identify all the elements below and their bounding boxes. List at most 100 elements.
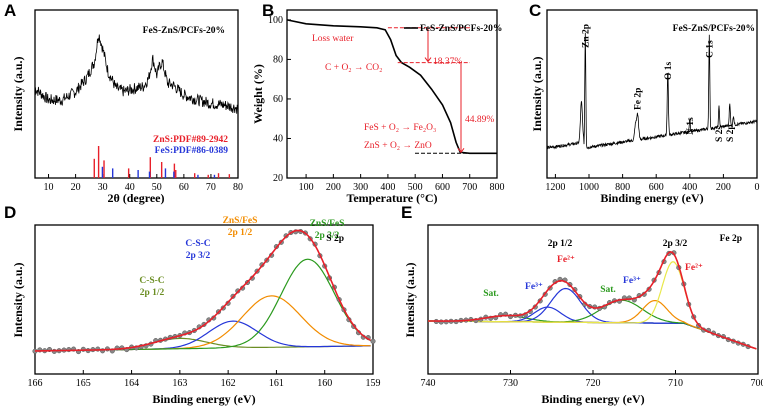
panel-b-step1-arrowhead	[424, 57, 432, 63]
panel-e-label-fe3: Fe³⁺	[623, 276, 641, 286]
panel-a-ref-zns: ZnS:PDF#89-2942	[153, 135, 228, 145]
panel-d-xtick-label: 166	[28, 378, 43, 389]
panel-d-legend: S 2p	[326, 234, 344, 244]
panel-c-xlabel: Binding energy (eV)	[600, 191, 703, 205]
panel-a-legend: FeS-ZnS/PCFs-20%	[143, 26, 225, 36]
panel-e-xtick-label: 720	[586, 378, 601, 389]
panel-b-xlabel: Temperature (°C)	[346, 191, 437, 205]
panel-b-xtick-label: 300	[353, 182, 368, 193]
panel-b-xtick-label: 600	[435, 182, 450, 193]
panel-e-component-curve	[428, 261, 757, 350]
panel-e-frame	[427, 224, 759, 375]
panel-a-xtick-label: 50	[152, 182, 162, 193]
panel-a-xtick-label: 60	[179, 182, 189, 193]
panel-letter-e: E	[401, 203, 412, 222]
panel-d-xtick-label: 159	[366, 378, 381, 389]
panel-e-label-sat: Sat.	[483, 289, 499, 299]
panel-c-peak-label: O 1s	[664, 61, 674, 80]
panel-d-ylabel: Intensity (a.u.)	[11, 262, 25, 337]
panel-c-peak-label: S 2s	[715, 126, 725, 142]
panel-b-carbon-reaction: C + O₂ → CO₂	[325, 63, 382, 73]
panel-letter-a: A	[4, 1, 16, 20]
panel-a-frame	[34, 9, 239, 179]
panel-d-component-label: ZnS/FeS	[223, 216, 258, 226]
panel-d-envelope	[35, 229, 371, 352]
panel-a-xtick-label: 70	[206, 182, 216, 193]
panel-b-xtick-label: 200	[326, 182, 341, 193]
panel-e-xtick-label: 700	[751, 378, 763, 389]
panel-a-xtick-label: 10	[44, 182, 54, 193]
panel-d-data-point	[370, 338, 376, 344]
panel-a-xtick-label: 80	[233, 182, 243, 193]
panel-c-frame	[546, 9, 758, 179]
panel-e-xtick-label: 710	[668, 378, 683, 389]
panel-e-label-fe2: Fe²⁺	[685, 263, 703, 273]
panel-c-survey-spectrum	[546, 32, 758, 150]
panel-d-xtick-label: 165	[76, 378, 91, 389]
panel-d-frame	[34, 224, 374, 375]
panel-b-legend: FeS-ZnS/PCFs-20%	[420, 24, 502, 34]
panel-e-xlabel: Binding energy (eV)	[541, 392, 644, 406]
panel-b-weight-curve	[286, 19, 497, 155]
panel-e-fe2p: 740 730 720 710 700 2p 1/2 2p 3/2 Sat. Sat. Fe³⁺…	[403, 224, 763, 406]
panel-c-peak-label: Zn 2p	[581, 24, 591, 48]
panel-d-component-sublabel: 2p 1/2	[228, 228, 253, 238]
panel-e-label-2p32: 2p 3/2	[663, 239, 688, 249]
panel-e-label-2p12: 2p 1/2	[548, 239, 573, 249]
panel-d-component-curve	[35, 258, 371, 352]
panel-c-xtick-label: 0	[755, 182, 760, 193]
panel-b-zns-reaction: ZnS + O₂ → ZnO	[364, 141, 432, 151]
panel-d-component-label: ZnS/FeS	[310, 219, 345, 229]
panel-letter-c: C	[529, 1, 541, 20]
panel-c-peak-label: N 1s	[686, 117, 696, 135]
panel-c-xtick-label: 1200	[545, 182, 565, 193]
panel-e-legend: Fe 2p	[720, 234, 742, 244]
panel-b-xtick-label: 700	[462, 182, 477, 193]
panel-c-peak-label: Fe 2p	[634, 88, 644, 110]
panel-c-xtick-label: 200	[716, 182, 731, 193]
panel-c-xps-survey: 1200 1000 800 600 400 200 0 Zn 2p Fe 2p O 1s C 1s…	[530, 9, 760, 205]
panel-d-component-label: C-S-C	[139, 276, 164, 286]
panel-d-xtick-label: 163	[172, 378, 187, 389]
panel-e-xtick-label: 730	[503, 378, 518, 389]
panel-a-xtick-label: 30	[98, 182, 108, 193]
panel-a-xtick-label: 20	[71, 182, 81, 193]
panel-b-ylabel: Weight (%)	[251, 64, 265, 124]
panel-d-component-label: C-S-C	[185, 239, 210, 249]
panel-c-peak-label: C 1s	[705, 40, 715, 58]
panel-b-ytick-label: 40	[273, 133, 283, 144]
panel-a-xrd: 10 20 30 40 50 60 70 80 FeS-ZnS/PCFs-20% ZnS:PD…	[11, 9, 243, 205]
panel-d-xtick-label: 164	[124, 378, 139, 389]
panel-e-envelope	[428, 250, 757, 350]
panel-b-tga: 100 200 300 400 500 600 700 800 20 40 60 80 100 Loss…	[251, 9, 505, 205]
panel-d-xlabel: Binding energy (eV)	[152, 392, 255, 406]
panel-d-xtick-label: 161	[269, 378, 284, 389]
panel-b-ytick-label: 100	[268, 15, 283, 26]
panel-b-xtick-label: 500	[408, 182, 423, 193]
panel-c-legend: FeS-ZnS/PCFs-20%	[673, 24, 755, 34]
panel-d-s2p: 166 165 164 163 162 161 160 159 C-S-C 2p 1/2 C-S-…	[11, 216, 381, 406]
panel-d-xtick-label: 160	[317, 378, 332, 389]
panel-letter-d: D	[4, 203, 16, 222]
panel-b-frame	[286, 9, 498, 179]
panel-e-ylabel: Intensity (a.u.)	[403, 262, 417, 337]
panel-c-xtick-label: 600	[649, 182, 664, 193]
panel-b-ytick-label: 80	[273, 54, 283, 65]
panel-a-ref-fes: FeS:PDF#86-0389	[155, 146, 229, 156]
panel-e-label-sat: Sat.	[600, 285, 616, 295]
panel-b-step1-label: 18.37%	[433, 57, 462, 67]
panel-d-component-sublabel: 2p 1/2	[140, 288, 165, 298]
panel-c-ylabel: Intensity (a.u.)	[530, 56, 544, 131]
panel-b-step2-label: 44.89%	[465, 115, 494, 125]
panel-b-fes-reaction: FeS + O₂ → Fe₂O₃	[364, 123, 436, 133]
panel-b-xtick-label: 100	[299, 182, 314, 193]
panel-b-xtick-label: 800	[490, 182, 505, 193]
panel-b-ytick-label: 60	[273, 94, 283, 105]
panel-a-xtick-label: 40	[125, 182, 135, 193]
panel-c-xtick-label: 400	[682, 182, 697, 193]
panel-b-xtick-label: 400	[380, 182, 395, 193]
panel-b-step2-arrowhead	[457, 147, 465, 154]
panel-a-ylabel: Intensity (a.u.)	[11, 56, 25, 131]
panel-e-label-fe3: Fe³⁺	[525, 282, 543, 292]
